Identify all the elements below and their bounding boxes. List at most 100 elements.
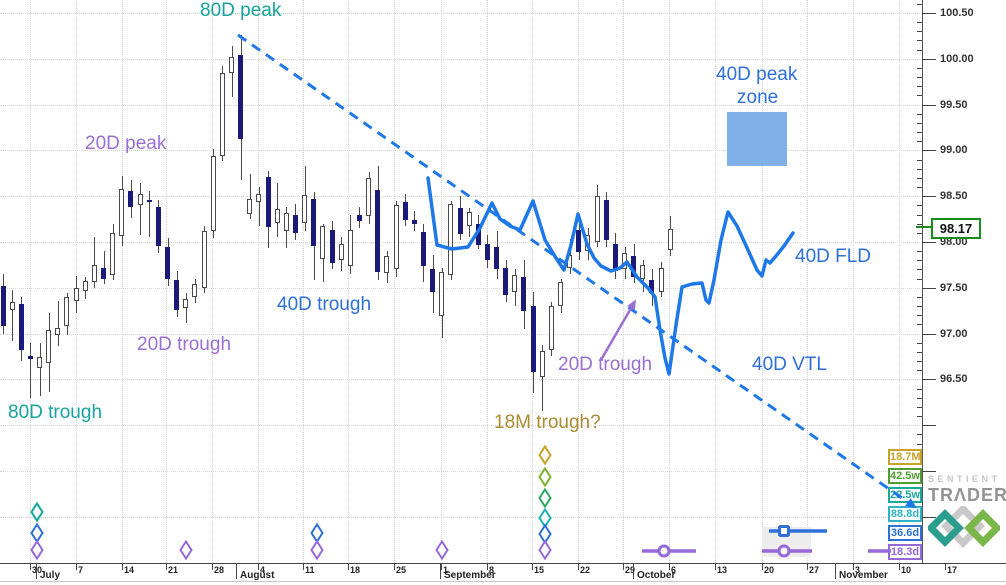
date-tick [348,563,349,570]
candle-body [640,264,646,279]
price-minor-tick [917,397,922,399]
candle-body [466,211,472,227]
candle-body [375,189,381,273]
price-minor-tick [917,342,922,344]
v-gridline [303,0,304,563]
price-minor-tick [917,278,922,280]
candle-body [347,230,353,266]
candle-body [183,298,189,308]
annotation-label: 20D trough [558,354,653,375]
candle-body [457,208,463,234]
last-price-connector [916,226,931,228]
date-tick [166,563,167,570]
candle-body [384,255,390,274]
candle-body [512,274,518,293]
price-tick-label: 99.50 [940,98,968,111]
price-minor-tick [917,168,922,170]
candle-wick [39,342,41,396]
date-tick [487,563,488,570]
date-label: 7 [78,565,84,575]
price-minor-tick [917,214,922,216]
price-minor-tick [917,159,922,161]
price-minor-tick [917,31,922,33]
date-label: 21 [168,565,179,575]
candle-body [210,155,216,231]
price-minor-tick [917,370,922,372]
price-minor-tick [917,232,922,234]
price-chart-pane[interactable]: 80D peak 20D peak 40D trough 20D trough 80D … [0,0,920,564]
month-label: September [444,570,496,581]
date-label: 14 [124,565,135,575]
candle-body [439,272,445,317]
price-minor-tick [917,269,922,271]
date-label: 3 [855,565,861,575]
candle-body [448,204,454,275]
candle-body [201,231,207,288]
logo-text-sentient: SENTIENT [928,474,1001,484]
price-tick-label: 99.00 [940,144,968,157]
candle-body [530,306,536,373]
candle-body [256,194,262,202]
candle-body [594,196,600,242]
date-label: 15 [534,565,545,575]
price-minor-tick [917,406,922,408]
candle-body [91,264,97,283]
v-gridline [30,0,31,563]
date-label: 8 [489,565,495,575]
price-minor-tick [917,296,922,298]
annotation-label: 20D trough [137,334,232,355]
price-major-tick [922,471,936,472]
date-tick [303,563,304,570]
candle-body [128,190,134,208]
price-minor-tick [917,223,922,225]
annotation-label: 40D VTL [752,354,827,375]
candle-body [539,351,545,377]
annotation-label: 40D FLD [795,246,872,267]
month-label: August [240,570,275,581]
candle-body [402,201,408,220]
candle-body [55,328,61,336]
last-price-marker: 98.17 [931,218,981,239]
annotation-label: 80D peak [200,0,282,21]
candle-body [631,255,637,277]
price-major-tick [922,104,936,106]
v-gridline [578,0,579,563]
date-tick [899,563,900,570]
price-tick-label: 98.00 [940,236,968,248]
v-gridline [623,0,624,563]
price-minor-tick [917,443,922,445]
date-label: 22 [580,565,591,575]
candle-body [329,230,335,264]
logo-diamonds-icon [926,504,1002,548]
candle-body [484,243,490,261]
cycle-length-badge: 18.7M [888,449,922,465]
candle-body [393,205,399,270]
date-label: 10 [901,565,912,575]
price-minor-tick [917,77,922,79]
price-minor-tick [917,40,922,42]
candle-body [585,234,591,252]
price-minor-tick [917,95,922,97]
annotation-label: 20D peak [85,133,167,154]
price-minor-tick [917,361,922,363]
date-tick [762,563,763,570]
candle-wick [30,342,32,398]
price-minor-tick [917,434,922,436]
v-gridline [853,0,854,563]
candle-body [219,72,225,156]
candle-body [576,230,582,253]
date-label: 30 [32,565,43,575]
candle-wick [12,289,14,341]
date-label: 4 [260,565,266,575]
date-label: 29 [625,565,636,575]
price-major-tick [922,425,936,427]
month-tick [36,564,37,579]
v-gridline [212,0,213,563]
candle-body [9,302,15,310]
v-gridline [532,0,533,563]
price-axis-line [922,0,923,563]
candle-body [521,276,527,311]
price-minor-tick [917,132,922,134]
h-gridline [0,287,920,289]
